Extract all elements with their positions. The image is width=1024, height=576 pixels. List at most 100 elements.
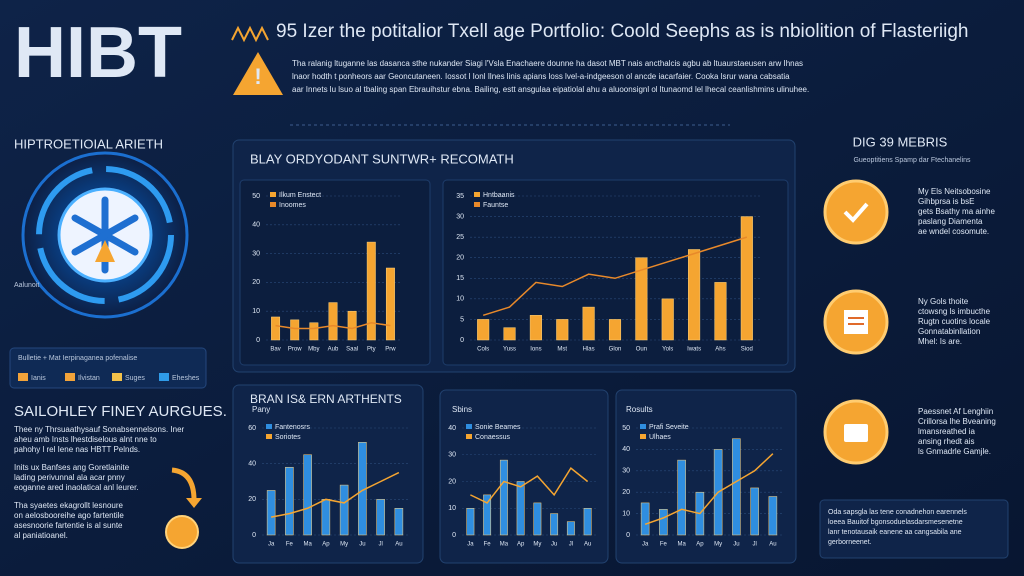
emblem-arc [36, 166, 174, 304]
paragraph-line: Tha syaetes ekagrollt lesnoure [14, 501, 124, 510]
y-tick-label: 10 [448, 505, 456, 512]
section-title: BRAN IS& ERN ARTHENTS [250, 392, 402, 406]
item-line: My Els Neitsobosine [918, 187, 991, 196]
bar [635, 257, 648, 341]
x-tick-label: Siod [741, 347, 753, 353]
line [270, 471, 400, 518]
bar [376, 499, 385, 536]
chart-frame [442, 179, 789, 366]
chart-frame [239, 179, 431, 366]
y-tick-label: 40 [248, 461, 256, 468]
bar [566, 521, 575, 536]
item-line: Paessnet Af Lenghiin [918, 407, 993, 416]
x-tick-label: Ju [733, 542, 739, 548]
bar [640, 502, 650, 536]
legend-swatch [270, 202, 276, 207]
legend-swatch [640, 434, 646, 439]
x-tick-label: Ma [677, 542, 686, 548]
x-tick-label: Ju [551, 542, 557, 548]
emblem-triangle [95, 240, 115, 262]
y-tick-label: 0 [452, 532, 456, 539]
note-line: lanr tenotausaik eanene aa cangsabila an… [828, 529, 962, 536]
bar [529, 315, 542, 341]
x-tick-label: Bav [270, 347, 280, 353]
item-line: gets Bsathy ma ainhe [918, 207, 995, 216]
x-tick-label: Ions [530, 347, 541, 353]
item-line: Gihbprsa is bsE [918, 197, 974, 206]
legend-label: Fantenosrs [275, 424, 311, 431]
legend-swatch [65, 373, 75, 381]
x-tick-label: Yols [662, 347, 673, 353]
legend-label: Ilvistan [78, 375, 100, 382]
legend-label: Ianis [31, 375, 46, 382]
bottom-panel [615, 389, 797, 564]
arrow-head [186, 498, 202, 508]
arrow [171, 467, 197, 501]
x-tick-label: Ju [359, 542, 365, 548]
bar [499, 459, 508, 536]
x-tick-label: Yuss [503, 347, 516, 353]
y-tick-label: 0 [460, 337, 464, 344]
y-tick-label: 0 [252, 532, 256, 539]
y-tick-label: 5 [460, 316, 464, 323]
bar [714, 282, 727, 341]
bar [556, 319, 569, 341]
x-tick-label: Glon [609, 347, 622, 353]
y-tick-label: 0 [256, 337, 260, 344]
legend-swatch [640, 424, 646, 429]
bar [309, 322, 319, 341]
x-tick-label: Fe [484, 542, 492, 548]
y-tick-label: 30 [252, 250, 260, 257]
y-tick-label: 50 [252, 193, 260, 200]
x-tick-label: Ap [322, 542, 330, 548]
x-tick-label: Pty [367, 347, 376, 353]
chart-title: Rosults [626, 405, 653, 414]
legend-swatch [18, 373, 28, 381]
y-tick-label: 50 [622, 425, 630, 432]
paragraph-line: eoganne ared inaolatical anl leurer. [14, 483, 139, 492]
bar [328, 302, 338, 341]
x-tick-label: Mby [308, 347, 319, 353]
bar [608, 319, 622, 341]
x-tick-label: Saal [346, 347, 358, 353]
bar [285, 466, 294, 536]
paragraph-line: asesnoorie fartentie is al sunte [14, 521, 123, 530]
paragraph-line: on aelosbooreihe ago fartentile [14, 511, 124, 520]
paragraph-line: pahohy l rel Iene nas HBTT Pelnds. [14, 445, 140, 454]
y-tick-label: 30 [448, 452, 456, 459]
y-tick-label: 30 [622, 468, 630, 475]
bottom-panel [232, 384, 424, 564]
bar [385, 267, 395, 341]
legend-label: Hntbaanis [483, 192, 515, 199]
y-tick-label: 0 [626, 532, 630, 539]
section-title: BLAY ORDYODANT SUNTWR+ RECOMATH [250, 151, 514, 166]
x-tick-label: Au [769, 542, 776, 548]
bar [688, 249, 701, 341]
y-tick-label: 60 [248, 425, 256, 432]
bar [516, 481, 525, 536]
x-tick-label: My [340, 542, 348, 548]
warning-icon [233, 52, 283, 95]
header-title: 95 Izer the potitalior Txell age Portfol… [276, 21, 968, 42]
paragraph-line: al paniatioanel. [14, 531, 68, 540]
bar [659, 509, 668, 536]
item-line: Crillorsa lhe Bveaning [918, 417, 996, 426]
logo: HIBT [14, 13, 182, 93]
notice: Tha ralanig ltuganne las dasanca sthe nu… [292, 59, 809, 94]
legend-swatch [159, 373, 169, 381]
bar [483, 494, 492, 536]
x-tick-label: Oun [636, 347, 647, 353]
bar [394, 508, 404, 536]
y-tick-label: 10 [622, 510, 630, 517]
legend-title: Bulletie + Mat Ierpinaganea pofenalise [18, 355, 137, 362]
line [482, 236, 748, 317]
item-line: paslang Diamenta [918, 217, 983, 226]
x-tick-label: Fe [660, 542, 668, 548]
legend-label: Ulhaes [649, 434, 671, 441]
x-tick-label: Ja [467, 542, 474, 548]
paragraph-line: Inits ux Banfses ang Goretlainite [14, 463, 130, 472]
legend-label: Eheshes [172, 375, 200, 382]
